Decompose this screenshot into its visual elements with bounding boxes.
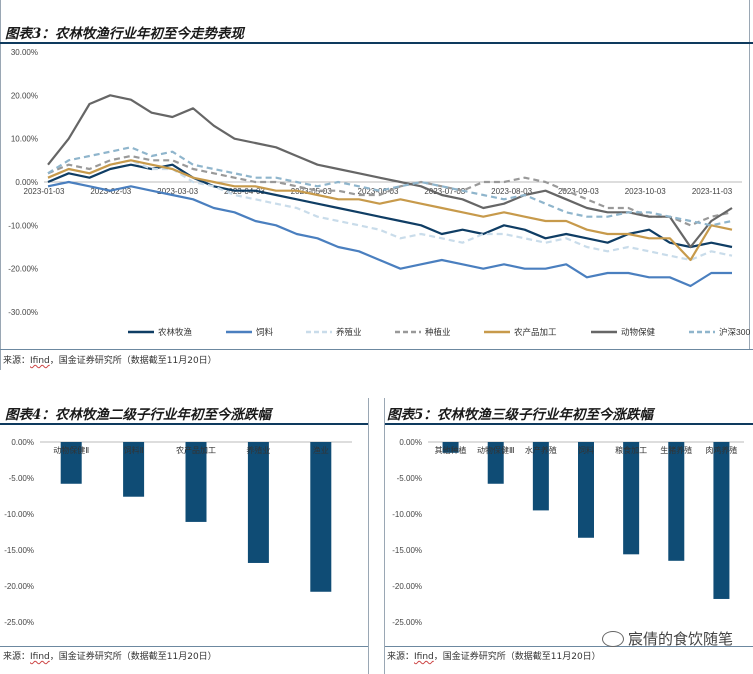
- category-label: 其他种植: [435, 445, 467, 455]
- x-tick-label: 2023-09-03: [558, 187, 599, 196]
- bar: [487, 442, 504, 484]
- legend-label: 农林牧渔: [158, 327, 193, 337]
- y-tick-label: -10.00%: [8, 221, 38, 230]
- category-label: 饲料Ⅱ: [124, 445, 144, 455]
- category-label: 肉鸡养殖: [705, 445, 737, 455]
- chart4-panel: 图表4：农林牧渔二级子行业年初至今涨跌幅 0.00% -5.00% -10.00% -…: [0, 398, 368, 674]
- bar: [623, 442, 640, 555]
- chart4-source: 来源：Ifind，国金证券研究所（数据截至11月20日）: [3, 649, 217, 662]
- chart3-source-ifind: Ifind: [30, 356, 50, 366]
- chart4-right-border: [368, 398, 369, 674]
- chart4-bar-chart: 0.00% -5.00% -10.00% -15.00% -20.00% -25.00% 动…: [4, 438, 352, 627]
- category-label: 农产品加工: [176, 445, 216, 455]
- y-tick-label: 30.00%: [11, 48, 38, 57]
- series-line: [47, 159, 733, 262]
- y-tick-label: -5.00%: [9, 474, 34, 483]
- category-label: 动物保健Ⅲ: [477, 445, 515, 455]
- legend-label: 农产品加工: [514, 327, 557, 337]
- y-tick-label: -10.00%: [4, 510, 34, 519]
- y-tick-label: -30.00%: [8, 308, 38, 317]
- bar: [532, 442, 549, 511]
- bar: [123, 442, 145, 497]
- chart3-title: 图表3：农林牧渔行业年初至今走势表现: [5, 26, 244, 42]
- x-tick-label: 2023-05-03: [291, 187, 332, 196]
- x-tick-label: 2023-01-03: [24, 187, 65, 196]
- y-tick-label: -10.00%: [392, 510, 422, 519]
- legend-label: 动物保健: [621, 327, 656, 337]
- chart5-left-border: [384, 398, 385, 674]
- bar: [310, 442, 332, 592]
- chart3-right-border: [749, 0, 750, 350]
- wechat-icon: [601, 630, 624, 647]
- y-tick-label: 0.00%: [399, 438, 422, 447]
- chart3-source-text: 来源：Ifind，国金证券研究所（数据截至11月20日）: [3, 356, 217, 366]
- y-tick-label: -5.00%: [397, 474, 422, 483]
- chart3-source-rule: [0, 349, 753, 350]
- chart4-source-ifind: Ifind: [30, 652, 50, 662]
- y-tick-label: -15.00%: [392, 546, 422, 555]
- chart5-panel: 图表5：农林牧渔三级子行业年初至今涨跌幅 0.00% -5.00% -10.00% -…: [384, 398, 753, 674]
- watermark-text: 宸倩的食饮随笔: [627, 630, 733, 648]
- bar: [247, 442, 269, 563]
- legend-label: 养殖业: [336, 327, 362, 337]
- series-line: [47, 159, 733, 262]
- chart4-source-rule: [0, 646, 368, 647]
- bar: [668, 442, 685, 561]
- y-tick-label: -20.00%: [392, 582, 422, 591]
- x-tick-label: 2023-11-03: [692, 187, 733, 196]
- category-label: 饲料: [578, 445, 594, 455]
- y-tick-label: -25.00%: [392, 618, 422, 627]
- chart5-source-ifind: Ifind: [414, 652, 434, 662]
- chart5-title-rule: [384, 423, 753, 425]
- y-tick-label: -20.00%: [8, 265, 38, 274]
- chart5-source-rule: [384, 646, 753, 647]
- watermark: 宸倩的食饮随笔: [601, 628, 733, 649]
- y-tick-label: 0.00%: [11, 438, 34, 447]
- category-label: 生猪养殖: [660, 445, 692, 455]
- legend-label: 饲料: [256, 327, 274, 337]
- y-tick-label: 10.00%: [11, 135, 38, 144]
- y-tick-label: -25.00%: [4, 618, 34, 627]
- chart4-title: 图表4：农林牧渔二级子行业年初至今涨跌幅: [5, 407, 271, 423]
- series-line: [47, 146, 733, 227]
- bar: [60, 442, 82, 484]
- chart5-title: 图表5：农林牧渔三级子行业年初至今涨跌幅: [387, 407, 653, 423]
- chart4-source-text: 来源：Ifind，国金证券研究所（数据截至11月20日）: [3, 652, 217, 662]
- y-tick-label: -15.00%: [4, 546, 34, 555]
- series-line: [47, 154, 733, 227]
- chart5-bar-chart: 0.00% -5.00% -10.00% -15.00% -20.00% -25.00% 其…: [392, 438, 744, 627]
- bar: [185, 442, 207, 522]
- chart3-source: 来源：Ifind，国金证券研究所（数据截至11月20日）: [3, 353, 217, 366]
- category-label: 渔业: [313, 445, 329, 455]
- legend-label: 沪深300: [719, 327, 750, 337]
- chart3-panel: 图表3：农林牧渔行业年初至今走势表现 30.00% 20.00% 10.00% 0.0…: [0, 0, 753, 370]
- x-tick-label: 2023-10-03: [625, 187, 666, 196]
- bar: [442, 442, 459, 453]
- chart3-title-rule: [0, 42, 753, 44]
- x-tick-label: 2023-07-03: [424, 187, 465, 196]
- bar: [578, 442, 594, 538]
- chart3-line-chart: 30.00% 20.00% 10.00% 0.00% -10.00% -20.00% -30…: [8, 48, 750, 337]
- x-tick-label: 2023-08-03: [491, 187, 532, 196]
- chart5-source-text: 来源：Ifind，国金证券研究所（数据截至11月20日）: [387, 652, 601, 662]
- chart3-left-border: [0, 0, 1, 370]
- chart4-title-rule: [0, 423, 368, 425]
- legend-label: 种植业: [425, 327, 451, 337]
- series-line: [47, 94, 733, 249]
- chart5-source: 来源：Ifind，国金证券研究所（数据截至11月20日）: [387, 649, 601, 662]
- y-tick-label: 20.00%: [11, 91, 38, 100]
- bar: [713, 442, 730, 599]
- category-label: 养殖业: [246, 445, 270, 455]
- x-tick-label: 2023-03-03: [157, 187, 198, 196]
- category-label: 粮食加工: [615, 445, 647, 455]
- category-label: 水产养殖: [525, 445, 557, 455]
- y-tick-label: 0.00%: [15, 178, 38, 187]
- y-tick-label: -20.00%: [4, 582, 34, 591]
- series-line: [47, 180, 732, 288]
- category-label: 动物保健Ⅱ: [53, 445, 89, 455]
